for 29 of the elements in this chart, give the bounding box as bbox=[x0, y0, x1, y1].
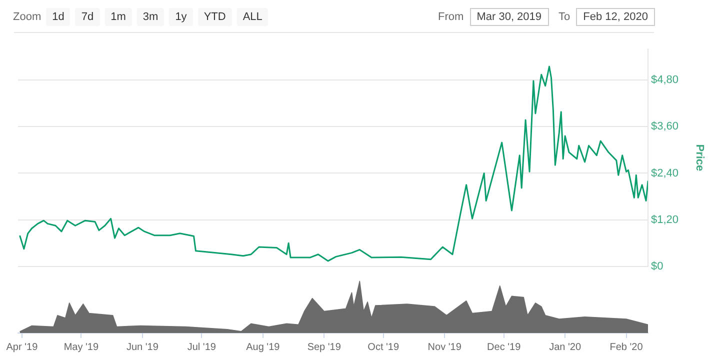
x-tick-label: Aug '19 bbox=[246, 342, 280, 353]
text: To bbox=[558, 10, 570, 22]
x-tick-label: Jan '20 bbox=[549, 342, 582, 353]
y-tick-label: $1,20 bbox=[651, 214, 679, 226]
range-button: 1m bbox=[104, 8, 132, 26]
x-tick-label: Apr '19 bbox=[6, 342, 38, 353]
range-button: 3m bbox=[136, 8, 164, 26]
y-tick-label: $4,80 bbox=[651, 74, 679, 86]
text: From bbox=[438, 10, 464, 22]
range-button: 7d bbox=[75, 8, 100, 26]
range-button: 1d bbox=[46, 8, 70, 26]
date-field: Feb 12, 2020 bbox=[576, 8, 655, 26]
x-tick-label: Dec '19 bbox=[487, 342, 522, 353]
x-tick-label: May '19 bbox=[64, 342, 99, 353]
text: Zoom bbox=[13, 10, 42, 22]
x-tick-label: Jul '19 bbox=[187, 342, 216, 353]
y-tick-label: $2,40 bbox=[651, 167, 679, 180]
range-button: ALL bbox=[236, 8, 268, 26]
y-tick-label: $0 bbox=[651, 260, 664, 272]
x-tick-label: Feb '20 bbox=[610, 342, 644, 353]
y-tick-label: $3,60 bbox=[651, 120, 679, 133]
x-tick-label: Oct '19 bbox=[368, 342, 400, 353]
range-button: 1y bbox=[169, 8, 193, 26]
y-axis-title: Price bbox=[693, 144, 706, 172]
x-tick-label: Sep '19 bbox=[307, 342, 342, 353]
date-field: Mar 30, 2019 bbox=[470, 8, 549, 26]
x-tick-label: Jun '19 bbox=[126, 342, 159, 353]
range-button: YTD bbox=[198, 8, 232, 26]
x-tick-label: Nov '19 bbox=[428, 342, 462, 353]
